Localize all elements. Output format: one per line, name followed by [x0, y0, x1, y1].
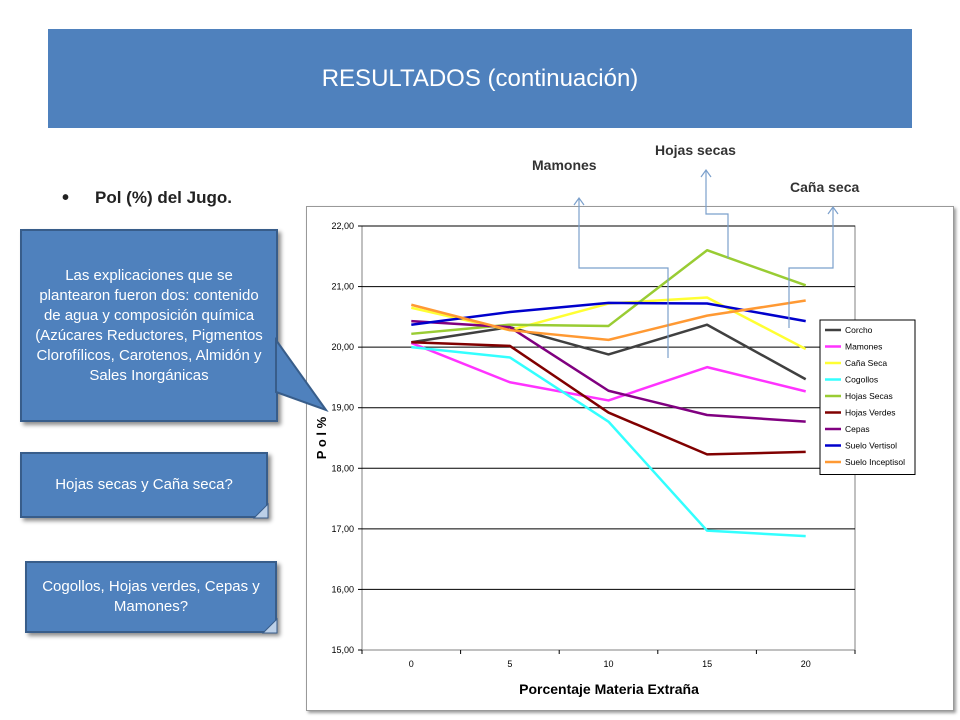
x-tick-label: 10: [603, 659, 613, 669]
plot-area: [361, 225, 856, 651]
annotation-cana-seca: Caña seca: [790, 179, 860, 195]
annotation-mamones: Mamones: [532, 157, 597, 173]
question-text-2: Cogollos, Hojas verdes, Cepas y Mamones?: [42, 578, 260, 615]
x-tick-label: 20: [801, 659, 811, 669]
legend-label: Mamones: [845, 342, 882, 352]
title-banner: RESULTADOS (continuación): [48, 29, 912, 128]
bullet-item: • Pol (%) del Jugo.: [62, 188, 232, 208]
legend-label: Suelo Vertisol: [845, 441, 897, 451]
legend-label: Hojas Secas: [845, 391, 893, 401]
plot-background: [361, 225, 856, 651]
annotation-hojas-secas: Hojas secas: [655, 142, 736, 158]
arrow-head-icon: [827, 205, 839, 215]
arrow-connector: [705, 170, 729, 258]
legend-label: Hojas Verdes: [845, 408, 896, 418]
x-tick-label: 15: [702, 659, 712, 669]
y-tick-label: 21,00: [331, 282, 354, 292]
arrow-head-icon: [573, 196, 585, 206]
question-text-1: Hojas secas y Caña seca?: [55, 476, 233, 493]
y-axis-label: P o l %: [314, 416, 329, 459]
slide-title: RESULTADOS (continuación): [321, 64, 639, 92]
question-callout-2: Cogollos, Hojas verdes, Cepas y Mamones?: [25, 561, 277, 633]
series-lines: [410, 248, 807, 538]
bullet-dot-icon: •: [62, 187, 70, 209]
explanation-text: Las explicaciones que se plantearon fuer…: [35, 266, 263, 384]
axis-ticks: 15,00 16,00 17,00 18,00 19,00 20,00 21,00 22,00…: [331, 221, 856, 669]
arrow-head-icon: [700, 168, 712, 178]
annotation-arrows: [573, 168, 839, 358]
y-tick-label: 20,00: [331, 342, 354, 352]
legend-label: Caña Seca: [845, 358, 887, 368]
legend-label: Suelo Inceptisol: [845, 457, 905, 467]
bullet-text: Pol (%) del Jugo.: [95, 188, 232, 207]
arrow-connector: [788, 207, 834, 328]
y-tick-label: 17,00: [331, 524, 354, 534]
y-tick-label: 16,00: [331, 584, 354, 594]
y-tick-label: 22,00: [331, 221, 354, 231]
x-tick-label: 0: [409, 659, 414, 669]
question-callout-1: Hojas secas y Caña seca?: [20, 452, 268, 518]
y-tick-label: 19,00: [331, 403, 354, 413]
gridlines: [362, 225, 855, 590]
x-tick-label: 5: [507, 659, 512, 669]
series-line: [410, 341, 806, 402]
y-tick-label: 18,00: [331, 463, 354, 473]
legend-label: Cogollos: [845, 375, 878, 385]
legend: Corcho Mamones Caña Seca Cogollos Hojas Seca…: [819, 319, 916, 475]
explanation-callout: Las explicaciones que se plantearon fuer…: [20, 229, 278, 422]
legend-label: Cepas: [845, 424, 870, 434]
arrow-connector: [578, 198, 669, 358]
legend-label: Corcho: [845, 325, 873, 335]
series-line: [411, 345, 806, 538]
y-tick-label: 15,00: [331, 645, 354, 655]
series-line: [410, 299, 806, 342]
series-line: [411, 323, 807, 381]
series-line: [411, 248, 807, 336]
x-axis-label: Porcentaje Materia Extraña: [519, 681, 699, 697]
series-line: [411, 341, 806, 456]
series-line: [411, 319, 806, 423]
